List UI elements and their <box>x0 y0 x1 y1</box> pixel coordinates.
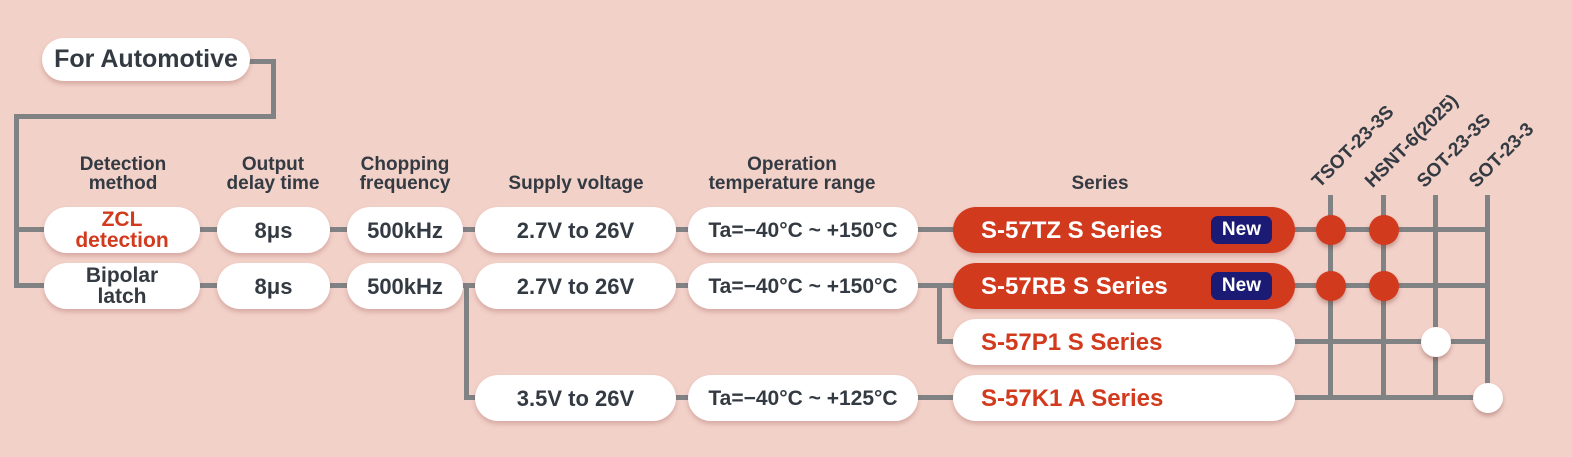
delay-pill: 8μs <box>217 207 330 253</box>
availability-dot-red <box>1369 215 1399 245</box>
connector <box>459 283 481 288</box>
header-output-delay-time: Output delay time <box>226 154 320 194</box>
temperature-range-pill: Ta=−40°C ~ +150°C <box>688 263 918 309</box>
delay-pill: 8μs <box>217 263 330 309</box>
temperature-range-pill: Ta=−40°C ~ +150°C <box>688 207 918 253</box>
supply-voltage-pill: 3.5V to 26V <box>475 375 676 421</box>
connector <box>459 227 481 232</box>
grid-row-line <box>1292 395 1490 400</box>
grid-col-line <box>1433 195 1438 400</box>
frequency-pill: 500kHz <box>347 263 463 309</box>
header-detection-method: Detection method <box>79 154 167 194</box>
branch-supply-in <box>464 395 482 400</box>
grid-row-line <box>1292 339 1490 344</box>
connector-root-down <box>271 59 276 119</box>
frequency-pill: 500kHz <box>347 207 463 253</box>
series-pill-s57rb: S-57RB S Series New <box>953 263 1295 309</box>
supply-voltage-pill: 2.7V to 26V <box>475 263 676 309</box>
availability-dot-white <box>1473 383 1503 413</box>
series-pill-s57k1: S-57K1 A Series <box>953 375 1295 421</box>
connector <box>914 395 958 400</box>
connector <box>326 227 352 232</box>
new-badge: New <box>1210 272 1272 300</box>
temperature-range-pill: Ta=−40°C ~ +125°C <box>688 375 918 421</box>
availability-dot-white <box>1421 327 1451 357</box>
series-name: S-57TZ S Series <box>981 216 1163 244</box>
header-supply-voltage: Supply voltage <box>508 173 644 194</box>
connector <box>672 227 694 232</box>
availability-dot-red <box>1369 271 1399 301</box>
series-pill-s57tz: S-57TZ S Series New <box>953 207 1295 253</box>
supply-voltage-pill: 2.7V to 26V <box>475 207 676 253</box>
series-name: S-57P1 S Series <box>981 328 1163 356</box>
header-series: Series <box>1071 173 1129 194</box>
availability-dot-red <box>1316 271 1346 301</box>
availability-dot-red <box>1316 215 1346 245</box>
connector-root-right <box>246 59 276 64</box>
connector <box>914 283 958 288</box>
new-badge: New <box>1210 216 1272 244</box>
connector-row2-in <box>14 283 52 288</box>
detection-method-bipolar-latch: Bipolar latch <box>44 263 200 309</box>
connector <box>196 283 222 288</box>
connector <box>196 227 222 232</box>
branch-supply-down <box>464 283 469 398</box>
header-chopping-frequency: Chopping frequency <box>359 154 451 194</box>
root-node: For Automotive <box>42 38 250 81</box>
connector <box>326 283 352 288</box>
connector-root-across <box>14 114 276 119</box>
header-operation-temperature-range: Operation temperature range <box>708 154 876 194</box>
connector-row1-in <box>14 227 52 232</box>
connector-trunk <box>14 114 19 288</box>
connector <box>672 395 694 400</box>
series-name: S-57K1 A Series <box>981 384 1164 412</box>
series-name: S-57RB S Series <box>981 272 1168 300</box>
branch-p1-down <box>937 283 942 344</box>
connector <box>672 283 694 288</box>
detection-method-zcl: ZCL detection <box>44 207 200 253</box>
connector <box>914 227 958 232</box>
branch-p1-in <box>937 339 959 344</box>
series-pill-s57p1: S-57P1 S Series <box>953 319 1295 365</box>
grid-col-line <box>1485 195 1490 400</box>
